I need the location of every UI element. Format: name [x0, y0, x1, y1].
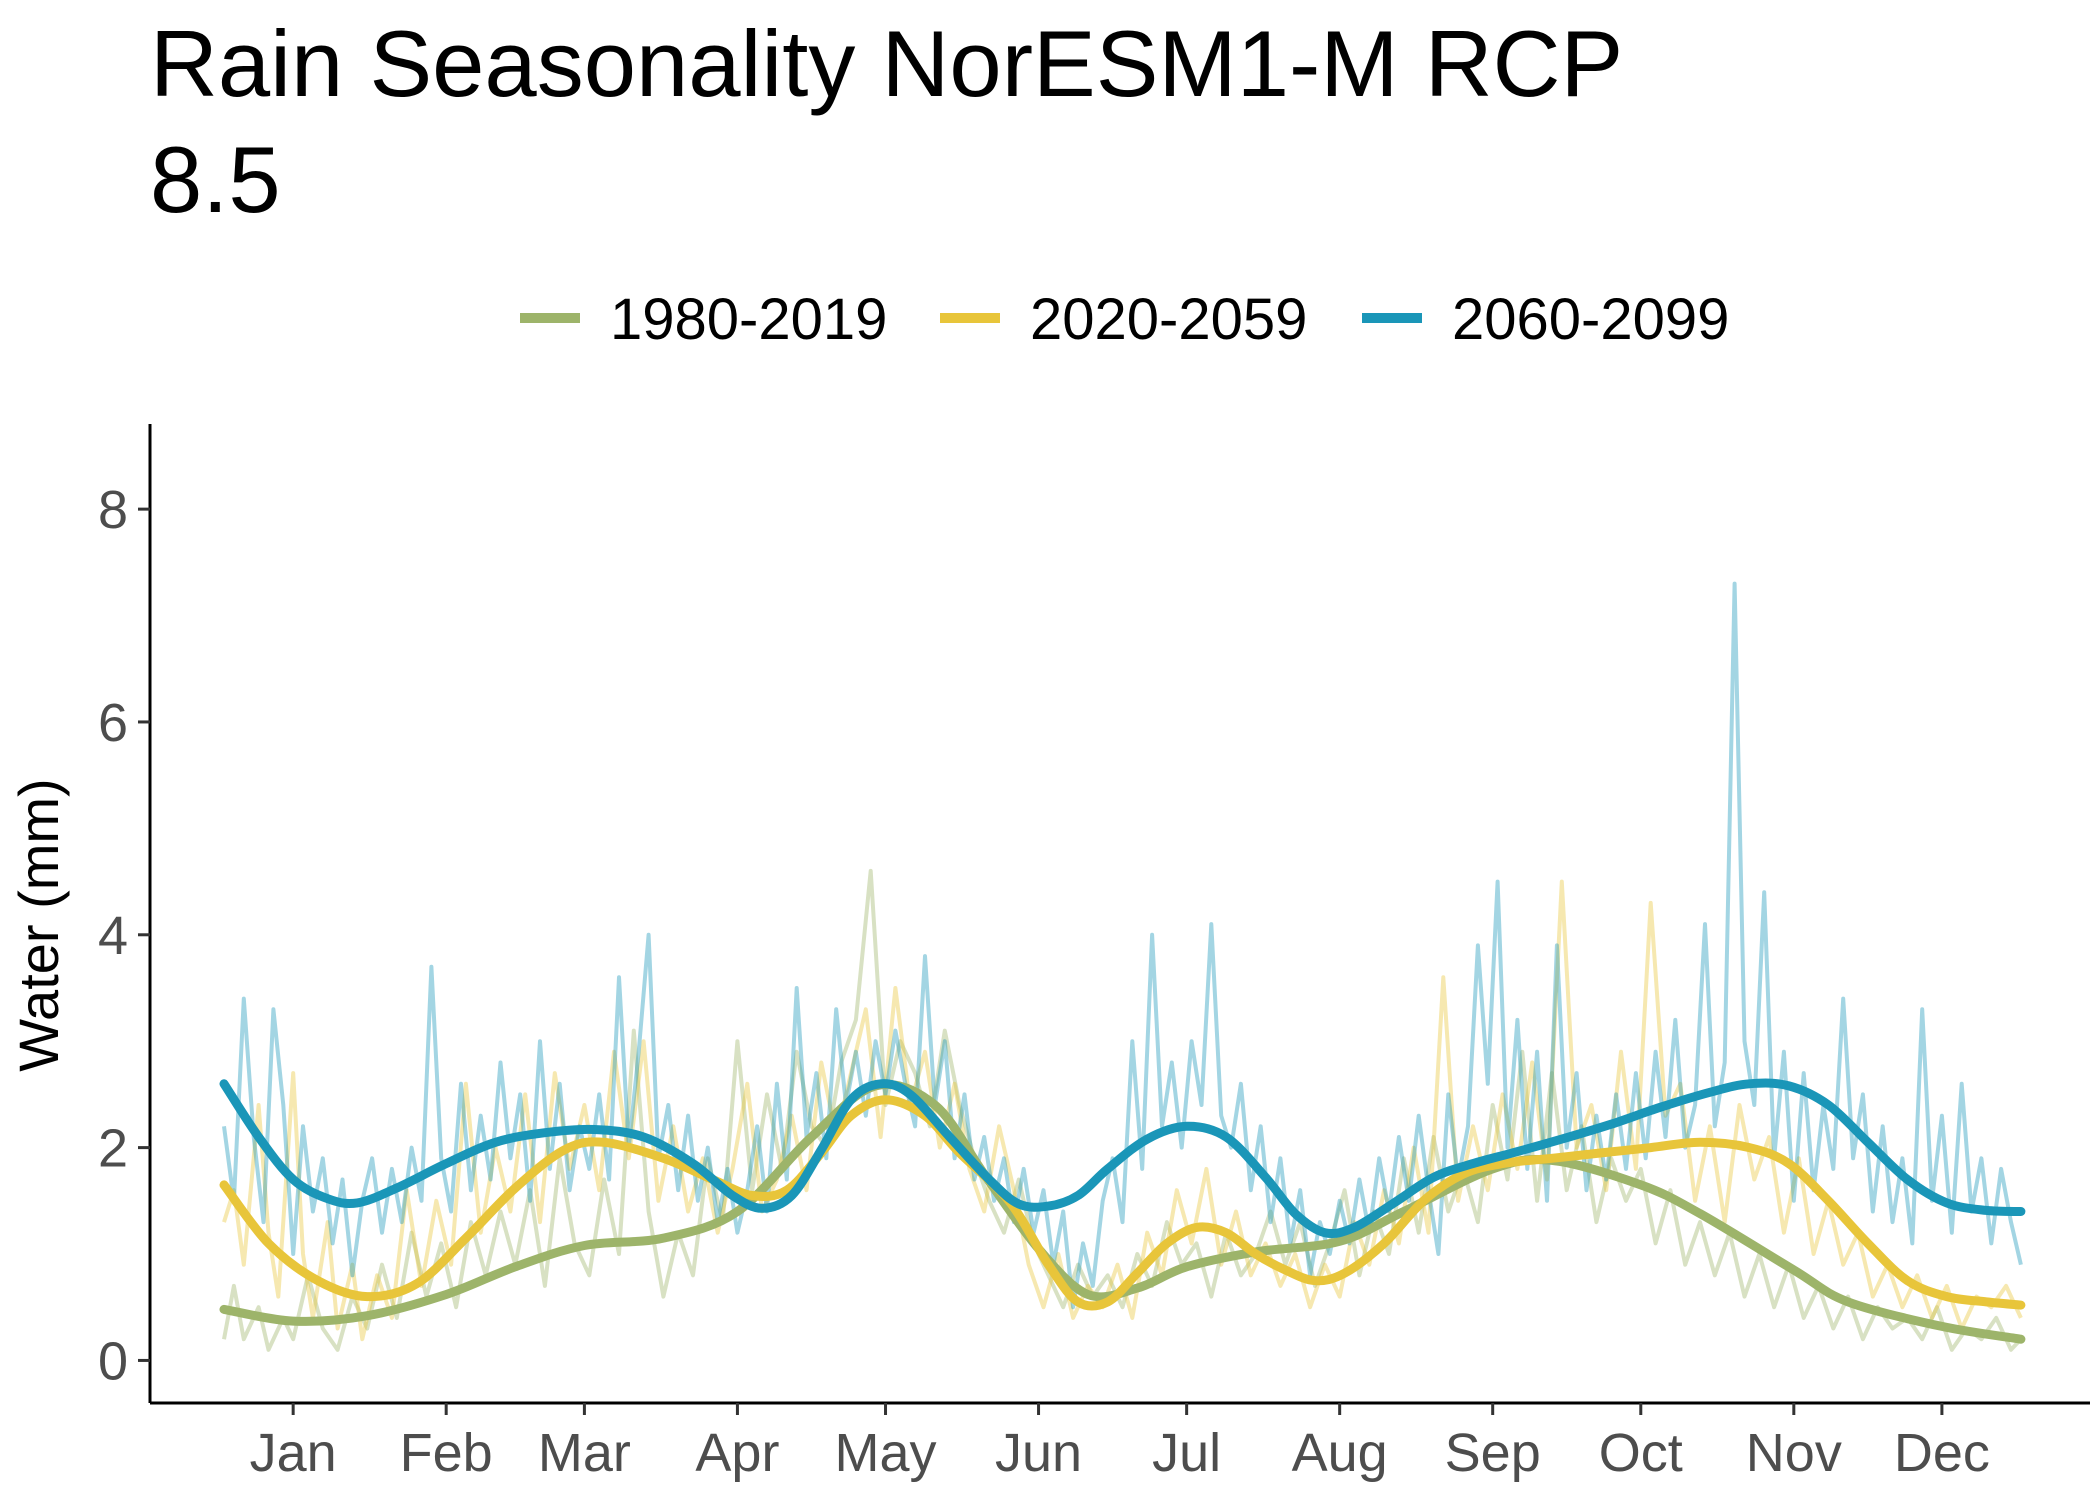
legend-label-2060-2099: 2060-2099 [1452, 287, 1729, 352]
raw-line-2060-2099 [222, 581, 2023, 1310]
x-tick-label-aug: Aug [1292, 1423, 1388, 1483]
y-tick-label: 4 [98, 906, 128, 966]
x-ticks: Jan Feb Mar Apr May Jun Jul Aug Sep Oct Nov Dec [250, 1403, 1990, 1483]
x-tick-label-oct: Oct [1599, 1423, 1683, 1483]
trend-line-2060-2099 [219, 1078, 2026, 1239]
smooth-series-group [219, 1078, 2026, 1344]
y-tick-label: 0 [98, 1331, 128, 1391]
legend-label-1980-2019: 1980-2019 [610, 287, 887, 352]
x-tick-label-apr: Apr [695, 1423, 779, 1483]
y-tick-label: 2 [98, 1119, 128, 1179]
x-tick-label-jun: Jun [995, 1423, 1082, 1483]
trend-line-1980-2019 [219, 1079, 2026, 1344]
x-tick-label-feb: Feb [400, 1423, 493, 1483]
chart-title-line-1: Rain Seasonality NorESM1-M RCP [150, 11, 1623, 116]
x-tick-label-mar: Mar [538, 1423, 631, 1483]
x-tick-label-dec: Dec [1894, 1423, 1990, 1483]
y-axis-title: Water (mm) [7, 778, 70, 1071]
x-tick-label-sep: Sep [1445, 1423, 1541, 1483]
x-tick-label-nov: Nov [1746, 1423, 1842, 1483]
x-tick-label-jan: Jan [250, 1423, 337, 1483]
y-ticks: 0 2 4 6 8 [98, 480, 150, 1391]
y-tick-label: 8 [98, 480, 128, 540]
x-tick-label-may: May [835, 1423, 937, 1483]
legend-label-2020-2059: 2020-2059 [1030, 287, 1307, 352]
legend: 1980-2019 2020-2059 2060-2099 [520, 287, 1729, 352]
raw-series-group [222, 581, 2023, 1352]
chart-title-line-2: 8.5 [150, 127, 281, 232]
x-tick-label-jul: Jul [1152, 1423, 1221, 1483]
y-tick-label: 6 [98, 693, 128, 753]
trend-line-2020-2059 [219, 1095, 2026, 1311]
